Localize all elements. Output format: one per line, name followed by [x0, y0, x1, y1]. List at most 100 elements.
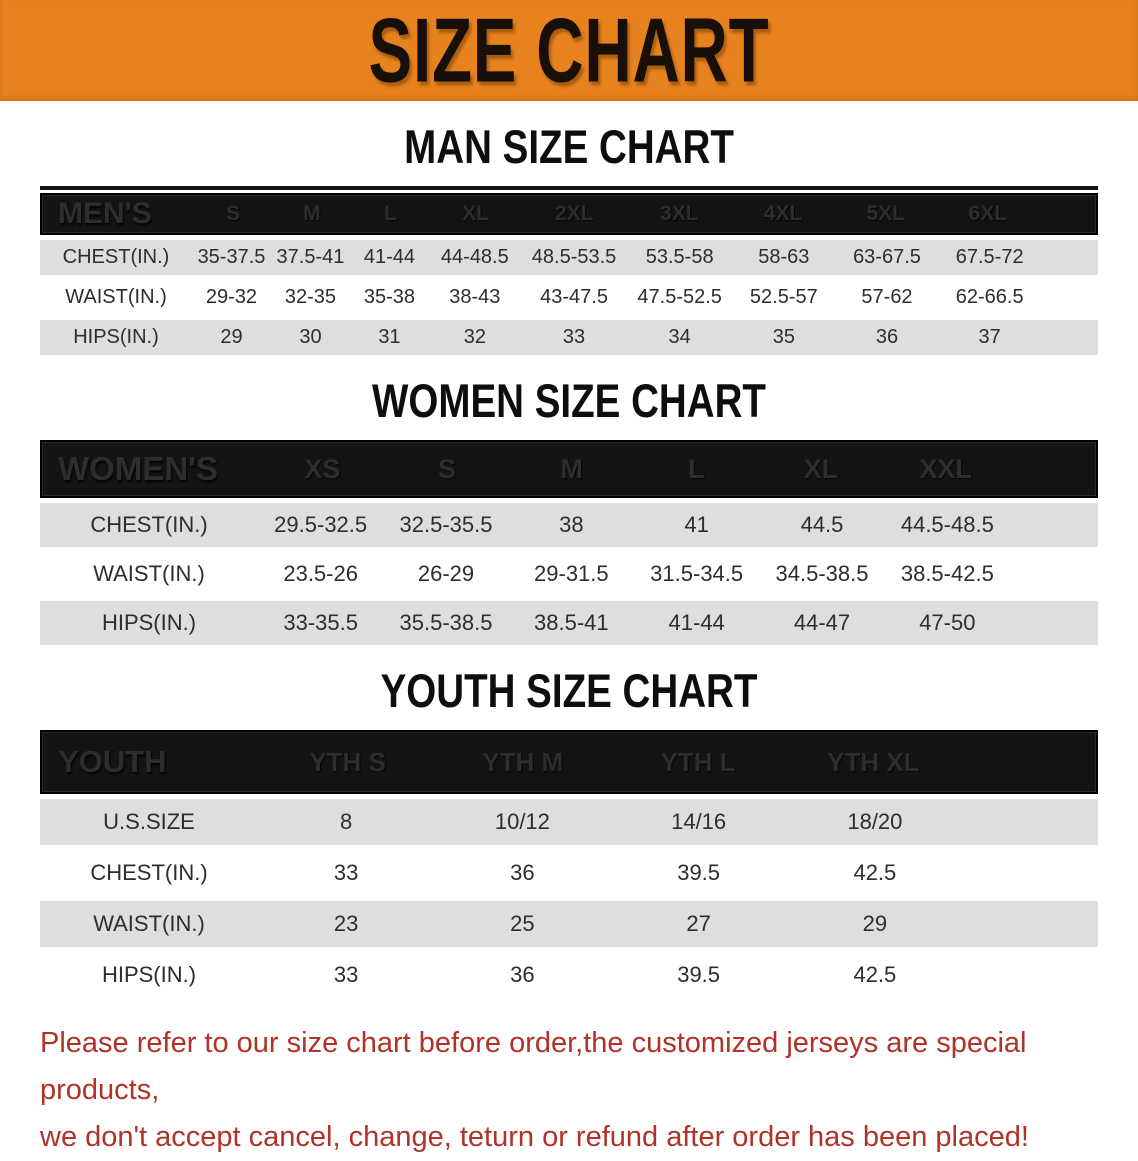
size-value: 63-67.5 [853, 246, 921, 268]
size-value: 37.5-41 [276, 246, 345, 268]
size-value: 47.5-52.5 [637, 286, 722, 308]
size-value: 31 [378, 326, 401, 348]
size-column-header: YTH M [482, 746, 564, 777]
size-value: 67.5-72 [955, 246, 1024, 268]
size-value: 23 [333, 911, 359, 936]
table-row: HIPS(IN.) 29 30 31 32 33 34 35 36 37 [40, 320, 1098, 355]
size-column-header: 3XL [660, 202, 699, 225]
size-column-header: L [688, 453, 705, 484]
table-row: U.S.SIZE 8 10/12 14/16 18/20 [40, 799, 1098, 845]
size-value: 33 [333, 860, 359, 885]
section-women: WOMEN SIZE CHART WOMEN'S XS S M L XL XXL CHEST… [0, 377, 1138, 645]
size-value: 32 [463, 326, 486, 348]
size-value: 33-35.5 [283, 610, 358, 635]
size-value: 14/16 [671, 809, 727, 834]
size-value: 38 [559, 512, 584, 537]
size-value: 29 [220, 326, 243, 348]
disclaimer: Please refer to our size chart before or… [40, 1020, 1098, 1161]
size-value: 62-66.5 [955, 286, 1024, 308]
size-value: 41 [684, 512, 709, 537]
size-value: 44-48.5 [440, 246, 509, 268]
size-value: 33 [333, 962, 359, 987]
women-section-heading: WOMEN SIZE CHART [372, 374, 766, 427]
table-row: CHEST(IN.) 35-37.5 37.5-41 41-44 44-48.5 48.5… [40, 240, 1098, 275]
size-column-header: XL [462, 202, 489, 225]
size-value: 37 [978, 326, 1001, 348]
table-corner-label: YOUTH [58, 744, 167, 779]
banner-title: SIZE CHART [368, 0, 770, 101]
table-row: HIPS(IN.) 33 36 39.5 42.5 [40, 952, 1098, 998]
row-label: CHEST(IN.) [90, 860, 208, 885]
size-value: 32.5-35.5 [399, 512, 493, 537]
size-column-header: 6XL [968, 202, 1008, 225]
size-value: 36 [510, 860, 535, 885]
size-value: 35 [772, 326, 795, 348]
women-table-header-row: WOMEN'S XS S M L XL XXL [40, 440, 1098, 498]
disclaimer-line-1: Please refer to our size chart before or… [40, 1027, 1027, 1106]
row-label: CHEST(IN.) [90, 512, 208, 537]
youth-size-table: YOUTH YTH S YTH M YTH L YTH XL U.S.SIZE 8 10/1… [40, 730, 1098, 998]
table-row: WAIST(IN.) 23 25 27 29 [40, 901, 1098, 947]
size-column-header: XL [803, 453, 839, 484]
size-value: 8 [340, 809, 353, 834]
size-value: 39.5 [677, 962, 721, 987]
table-row: HIPS(IN.) 33-35.5 35.5-38.5 38.5-41 41-44 44-… [40, 601, 1098, 645]
size-value: 36 [510, 962, 535, 987]
table-corner-label: MEN'S [58, 197, 152, 230]
size-value: 32-35 [284, 286, 337, 308]
size-value: 42.5 [853, 962, 897, 987]
size-chart-banner: SIZE CHART [0, 0, 1138, 101]
size-value: 39.5 [677, 860, 721, 885]
size-column-header: 4XL [763, 202, 803, 225]
size-column-header: S [437, 453, 456, 484]
table-corner-label: WOMEN'S [58, 450, 219, 487]
size-value: 53.5-58 [645, 246, 714, 268]
size-value: 57-62 [861, 286, 913, 308]
size-value: 34 [668, 326, 691, 348]
size-value: 47-50 [919, 610, 976, 635]
size-value: 36 [875, 326, 899, 348]
men-table-header-row: MEN'S S M L XL 2XL 3XL 4XL 5XL 6XL [40, 193, 1098, 235]
women-size-table: WOMEN'S XS S M L XL XXL CHEST(IN.) 29.5-32.5 32.… [40, 440, 1098, 645]
row-label: WAIST(IN.) [93, 911, 205, 936]
size-value: 38-43 [449, 286, 501, 308]
size-column-header: YTH XL [827, 746, 920, 777]
size-value: 35.5-38.5 [399, 610, 493, 635]
size-value: 25 [510, 911, 535, 936]
size-value: 43-47.5 [540, 286, 608, 308]
size-value: 44.5-48.5 [900, 512, 994, 537]
row-label: HIPS(IN.) [101, 962, 197, 987]
size-value: 41-44 [668, 610, 725, 635]
size-column-header: XS [304, 453, 341, 484]
size-value: 29.5-32.5 [274, 512, 368, 537]
size-value: 52.5-57 [749, 286, 818, 308]
size-column-header: S [226, 202, 241, 225]
men-size-table: MEN'S S M L XL 2XL 3XL 4XL 5XL 6XL CHEST(IN.) 35-3… [40, 186, 1098, 355]
size-column-header: M [560, 453, 583, 484]
size-value: 38.5-42.5 [900, 561, 994, 586]
size-value: 18/20 [847, 809, 903, 834]
table-row: WAIST(IN.) 29-32 32-35 35-38 38-43 43-47.5 47.… [40, 280, 1098, 315]
section-men: MAN SIZE CHART MEN'S S M L XL 2XL 3XL 4XL 5XL 6XL… [0, 123, 1138, 355]
size-value: 44-47 [793, 610, 851, 635]
disclaimer-line-2: we don't accept cancel, change, teturn o… [40, 1121, 1029, 1153]
size-value: 41-44 [363, 246, 416, 268]
size-value: 29 [862, 911, 888, 936]
row-label: HIPS(IN.) [73, 326, 159, 348]
size-value: 58-63 [758, 246, 810, 268]
section-youth: YOUTH SIZE CHART YOUTH YTH S YTH M YTH L YTH… [0, 667, 1138, 998]
size-column-header: L [384, 202, 397, 225]
size-value: 34.5-38.5 [775, 561, 869, 586]
size-value: 33 [562, 326, 586, 348]
size-column-header: YTH L [660, 746, 736, 777]
size-column-header: 5XL [866, 202, 905, 225]
table-row: CHEST(IN.) 29.5-32.5 32.5-35.5 38 41 44.5 44.5… [40, 503, 1098, 547]
size-value: 23.5-26 [283, 561, 358, 586]
youth-section-heading: YOUTH SIZE CHART [380, 664, 758, 717]
row-label: CHEST(IN.) [62, 246, 170, 268]
size-value: 10/12 [494, 809, 550, 834]
size-value: 31.5-34.5 [650, 561, 744, 586]
row-label: WAIST(IN.) [65, 286, 167, 308]
table-row: CHEST(IN.) 33 36 39.5 42.5 [40, 850, 1098, 896]
men-section-heading: MAN SIZE CHART [404, 120, 734, 173]
